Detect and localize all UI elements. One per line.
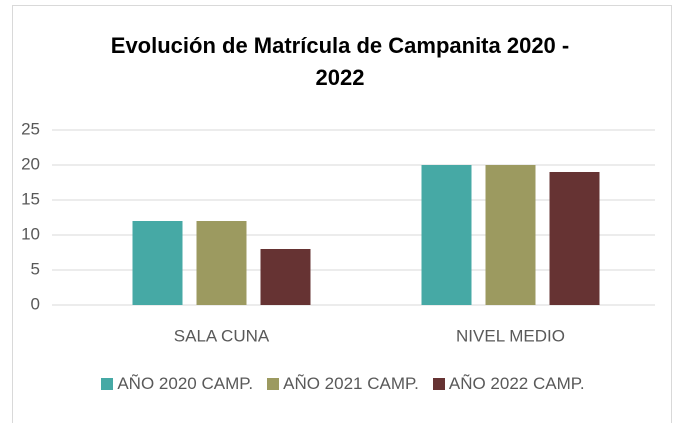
- chart-title: Evolución de Matrícula de Campanita 2020…: [110, 33, 570, 90]
- bar: [260, 249, 311, 305]
- legend-item: AÑO 2020 CAMP.: [101, 374, 253, 394]
- legend-swatch: [432, 378, 445, 390]
- x-tick-label: NIVEL MEDIO: [456, 326, 565, 345]
- bar: [549, 172, 600, 305]
- y-tick-label: 10: [21, 224, 40, 243]
- x-tick-label: SALA CUNA: [174, 326, 270, 345]
- y-tick-label: 5: [31, 259, 40, 278]
- bar: [485, 165, 536, 305]
- legend-label: AÑO 2021 CAMP.: [283, 374, 419, 393]
- y-tick-label: 15: [21, 189, 40, 208]
- legend-swatch: [101, 378, 114, 390]
- legend-item: AÑO 2021 CAMP.: [267, 374, 419, 394]
- bar: [421, 165, 472, 305]
- y-tick-label: 20: [21, 154, 40, 173]
- legend-swatch: [267, 378, 280, 390]
- legend-label: AÑO 2022 CAMP.: [448, 374, 585, 393]
- legend-label: AÑO 2020 CAMP.: [117, 374, 254, 393]
- legend: AÑO 2020 CAMP. AÑO 2021 CAMP. AÑO 2022 CAM…: [0, 374, 686, 394]
- bar: [196, 221, 247, 305]
- legend-item: AÑO 2022 CAMP.: [432, 374, 585, 394]
- bar: [132, 221, 183, 305]
- y-tick-label: 0: [31, 294, 40, 313]
- chart-border: [12, 5, 672, 423]
- y-tick-label: 25: [21, 119, 40, 138]
